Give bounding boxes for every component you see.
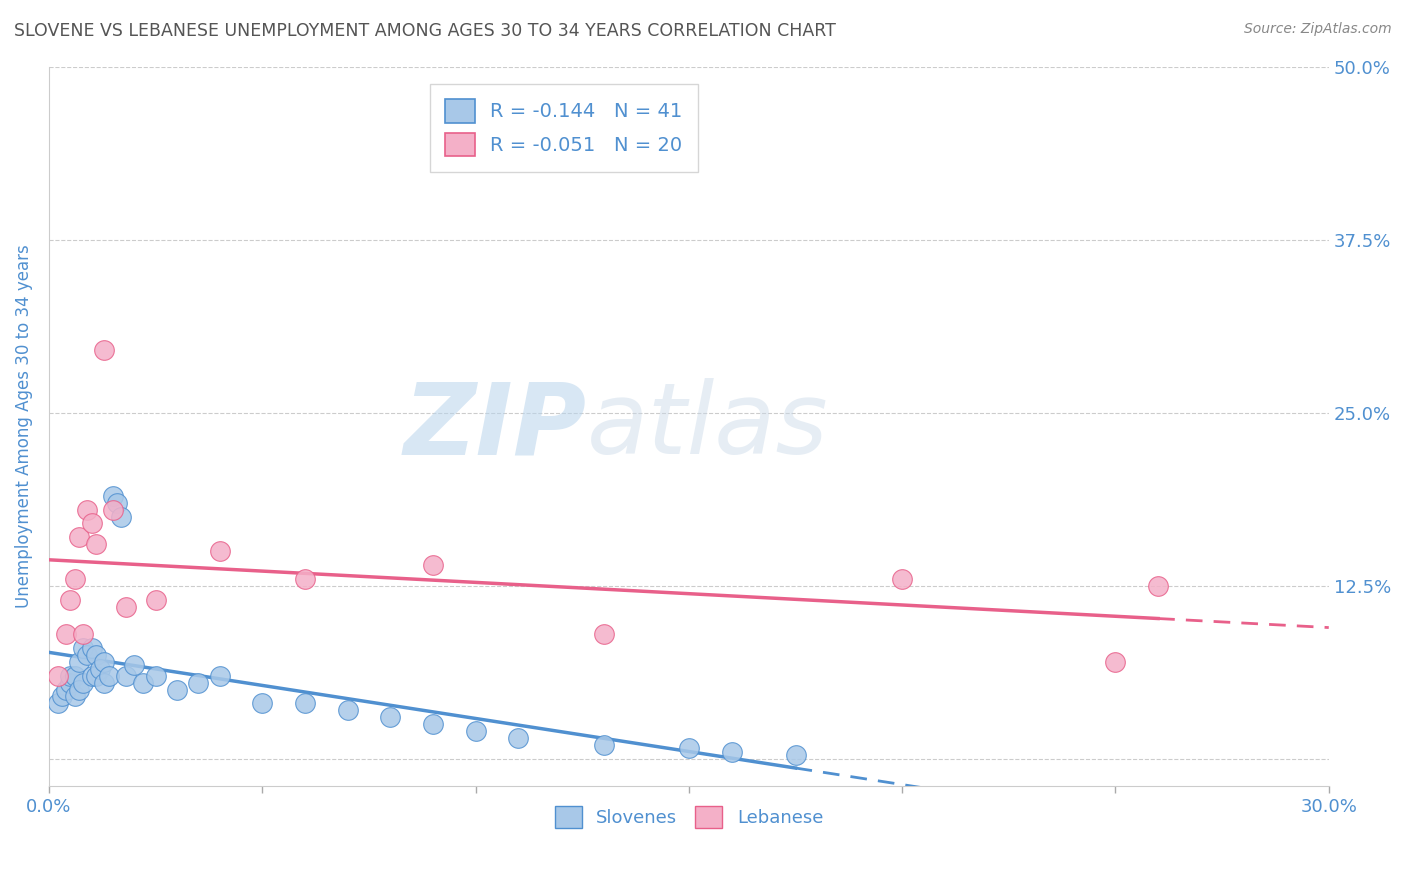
Point bbox=[72, 641, 94, 656]
Point bbox=[93, 675, 115, 690]
Point bbox=[76, 648, 98, 662]
Point bbox=[63, 572, 86, 586]
Point bbox=[46, 697, 69, 711]
Point bbox=[46, 669, 69, 683]
Point bbox=[84, 669, 107, 683]
Point bbox=[145, 669, 167, 683]
Text: Source: ZipAtlas.com: Source: ZipAtlas.com bbox=[1244, 22, 1392, 37]
Point bbox=[422, 717, 444, 731]
Point bbox=[84, 537, 107, 551]
Point bbox=[105, 496, 128, 510]
Point bbox=[145, 592, 167, 607]
Point bbox=[336, 703, 359, 717]
Point bbox=[67, 655, 90, 669]
Point bbox=[785, 747, 807, 762]
Text: SLOVENE VS LEBANESE UNEMPLOYMENT AMONG AGES 30 TO 34 YEARS CORRELATION CHART: SLOVENE VS LEBANESE UNEMPLOYMENT AMONG A… bbox=[14, 22, 837, 40]
Y-axis label: Unemployment Among Ages 30 to 34 years: Unemployment Among Ages 30 to 34 years bbox=[15, 244, 32, 608]
Point bbox=[76, 502, 98, 516]
Point bbox=[72, 627, 94, 641]
Point bbox=[1147, 579, 1170, 593]
Point bbox=[80, 641, 103, 656]
Point bbox=[59, 592, 82, 607]
Point bbox=[67, 682, 90, 697]
Point bbox=[208, 669, 231, 683]
Point bbox=[132, 675, 155, 690]
Point bbox=[252, 697, 274, 711]
Point bbox=[55, 627, 77, 641]
Point bbox=[678, 740, 700, 755]
Point bbox=[294, 697, 316, 711]
Text: ZIP: ZIP bbox=[404, 378, 586, 475]
Text: atlas: atlas bbox=[586, 378, 828, 475]
Point bbox=[110, 509, 132, 524]
Point bbox=[93, 655, 115, 669]
Point bbox=[63, 669, 86, 683]
Point bbox=[55, 682, 77, 697]
Point bbox=[84, 648, 107, 662]
Point bbox=[80, 669, 103, 683]
Point bbox=[97, 669, 120, 683]
Point bbox=[294, 572, 316, 586]
Point bbox=[208, 544, 231, 558]
Point bbox=[89, 662, 111, 676]
Point bbox=[592, 627, 614, 641]
Point bbox=[59, 669, 82, 683]
Point bbox=[124, 657, 146, 672]
Point bbox=[72, 675, 94, 690]
Point bbox=[93, 343, 115, 358]
Point bbox=[592, 738, 614, 752]
Legend: Slovenes, Lebanese: Slovenes, Lebanese bbox=[547, 798, 831, 835]
Point bbox=[380, 710, 402, 724]
Point bbox=[720, 745, 742, 759]
Point bbox=[101, 502, 124, 516]
Point bbox=[80, 516, 103, 531]
Point bbox=[51, 690, 73, 704]
Point bbox=[114, 669, 136, 683]
Point bbox=[59, 675, 82, 690]
Point bbox=[891, 572, 914, 586]
Point bbox=[114, 599, 136, 614]
Point bbox=[508, 731, 530, 745]
Point bbox=[166, 682, 188, 697]
Point bbox=[422, 558, 444, 572]
Point bbox=[187, 675, 209, 690]
Point bbox=[63, 690, 86, 704]
Point bbox=[464, 724, 486, 739]
Point bbox=[101, 489, 124, 503]
Point bbox=[67, 530, 90, 544]
Point bbox=[1104, 655, 1126, 669]
